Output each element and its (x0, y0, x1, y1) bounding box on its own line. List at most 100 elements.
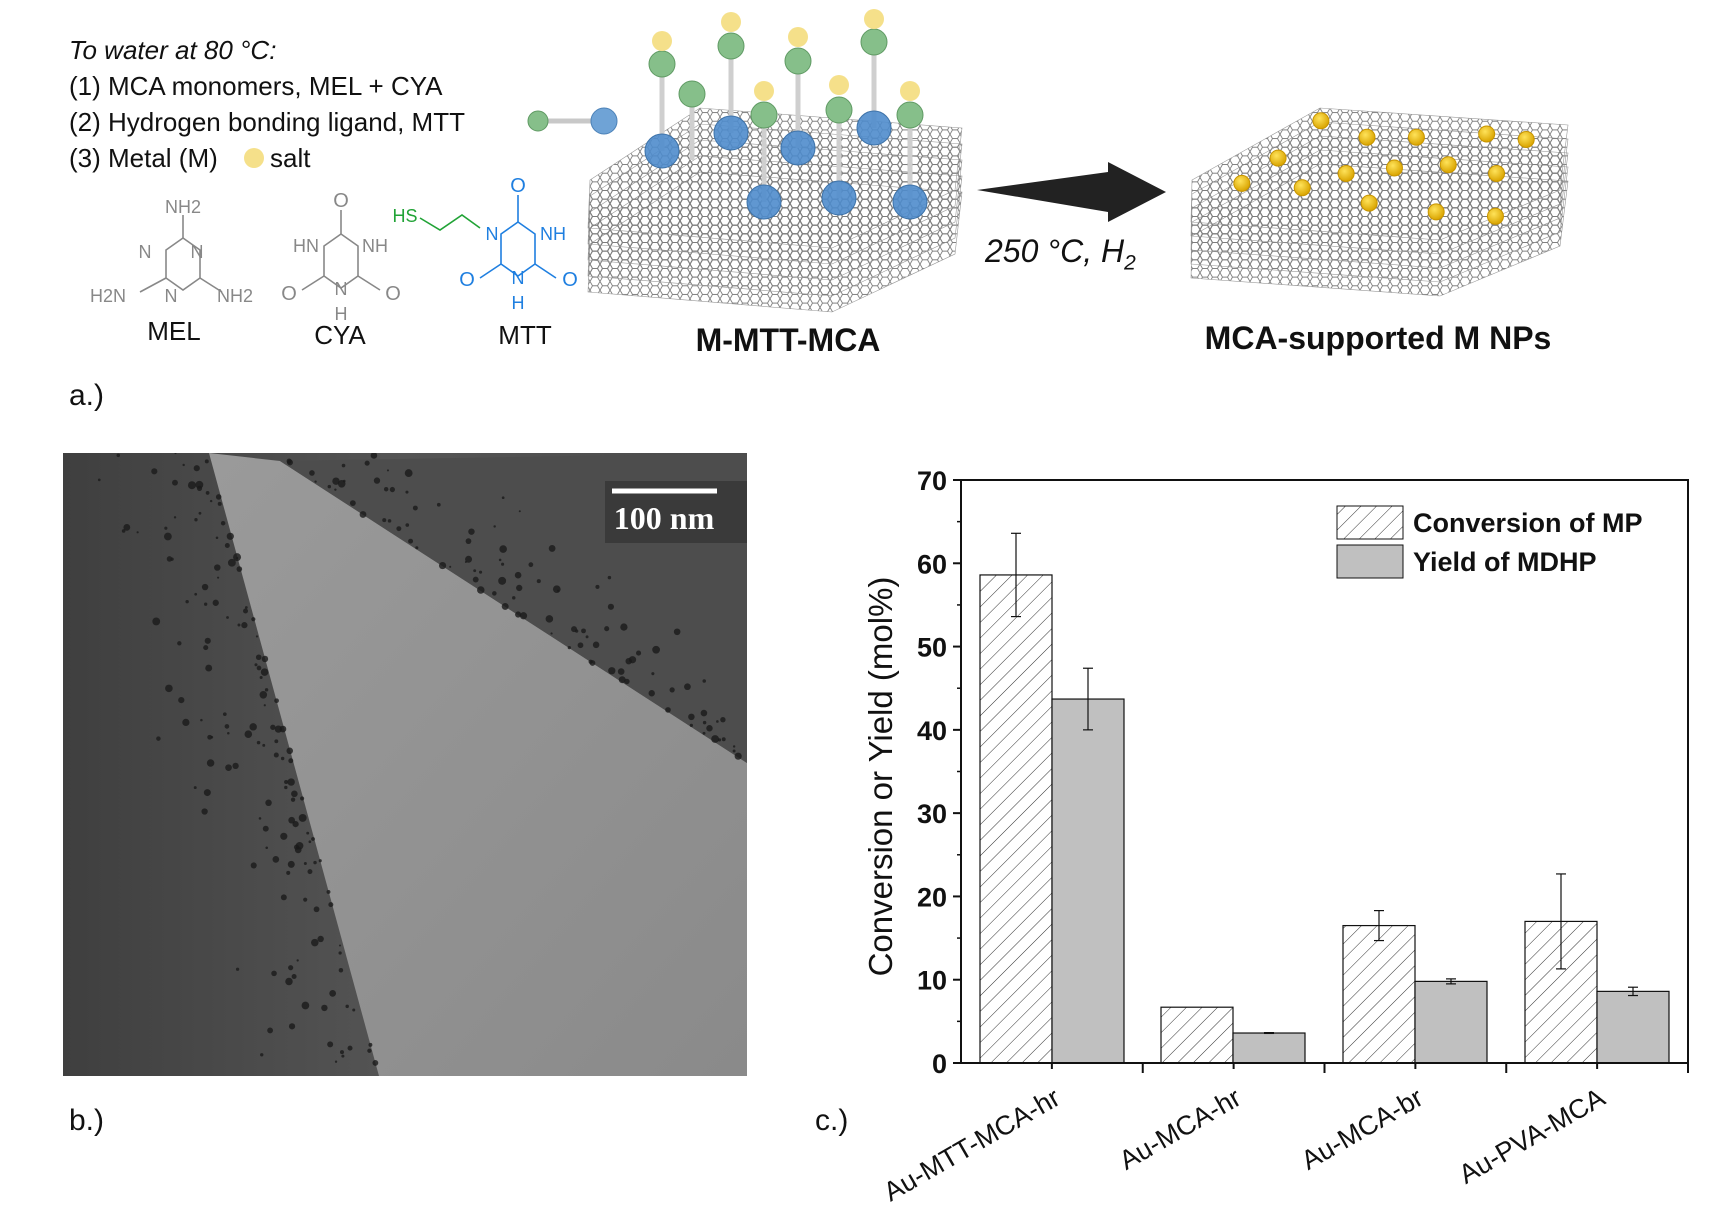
nanoparticle-dot (164, 532, 172, 541)
nanoparticle-dot (347, 1045, 353, 1051)
nanoparticle-dot (260, 668, 269, 676)
nanoparticle-dot (237, 623, 241, 627)
nanoparticle-dot (156, 736, 161, 741)
nanoparticle-dot (164, 526, 168, 530)
triazinetrione-head-icon (821, 180, 857, 216)
scale-bar-label: 100 nm (613, 500, 715, 536)
nanoparticle-dot (201, 583, 209, 591)
nanoparticle-icon (1439, 156, 1457, 174)
nanoparticle-dot (468, 528, 475, 535)
nanoparticle-dot (314, 480, 317, 483)
thiol-group-icon (717, 32, 745, 60)
bar-yield (1051, 698, 1125, 1064)
bar-yield (1596, 990, 1670, 1064)
nanoparticle-dot (121, 529, 126, 533)
nanoparticle-dot (571, 626, 578, 633)
triazinetrione-head-icon (644, 133, 680, 169)
nanoparticle-dot (519, 612, 528, 620)
nanoparticle-dot (352, 1008, 356, 1012)
nanoparticle-dot (588, 659, 593, 664)
bar-conversion (1160, 1006, 1234, 1064)
nanoparticle-dot (364, 460, 370, 466)
nanoparticle-dot (273, 752, 279, 758)
panel-c-label: c.) (815, 1104, 849, 1137)
nanoparticle-dot (235, 967, 240, 971)
nanoparticle-dot (449, 565, 452, 568)
nanoparticle-dot (386, 469, 390, 472)
nanoparticle-dot (255, 635, 259, 638)
nanoparticle-dot (286, 458, 292, 464)
nanoparticle-dot (217, 576, 220, 579)
nanoparticle-dot (501, 496, 505, 500)
nanoparticle-dot (720, 717, 726, 723)
nanoparticle-dot (702, 679, 706, 683)
nanoparticle-dot (280, 756, 285, 761)
atom-label: N (512, 268, 525, 288)
nanoparticle-icon (1360, 194, 1378, 212)
nanoparticle-dot (516, 584, 523, 592)
y-tick-label: 40 (917, 716, 947, 746)
nanoparticle-dot (241, 622, 248, 629)
bond-line (357, 275, 381, 291)
nanoparticle-dot (501, 562, 505, 566)
nanoparticle-dot (514, 571, 522, 579)
nanoparticle-dot (545, 615, 554, 623)
nanoparticle-dot (307, 869, 313, 875)
atom-label: NH (540, 224, 566, 244)
bar-yield (1414, 980, 1488, 1064)
nanoparticle-dot (263, 704, 266, 707)
molecule-name: MEL (147, 316, 200, 346)
nanoparticle-dot (233, 553, 242, 562)
nanoparticle-dot (284, 779, 289, 785)
ligand-green-icon (527, 110, 549, 132)
nanoparticle-dot (287, 778, 295, 786)
nanoparticle-dot (243, 608, 249, 614)
nanoparticle-dot (405, 490, 409, 494)
nanoparticle-dot (326, 889, 331, 894)
nanoparticle-dot (166, 556, 173, 562)
nanoparticle-dot (207, 734, 213, 740)
nanoparticle-dot (232, 762, 239, 770)
nanoparticle-icon (1478, 125, 1496, 143)
nanoparticle-dot (536, 579, 541, 584)
nanoparticle-dot (288, 816, 296, 824)
reaction-arrow-icon (977, 162, 1166, 222)
intro-text: To water at 80 °C: (69, 35, 277, 65)
nanoparticle-dot (472, 576, 479, 583)
triazinetrione-head-icon (713, 115, 749, 151)
nanoparticle-dot (334, 488, 337, 491)
nanoparticle-dot (349, 500, 356, 507)
nanoparticle-dot (373, 477, 381, 484)
nanoparticle-dot (585, 635, 589, 639)
nanoparticle-dot (721, 737, 726, 742)
nanoparticle-dot (648, 690, 655, 697)
metal-ion-icon (829, 75, 849, 95)
nanoparticle-dot (327, 484, 332, 489)
nanoparticle-dot (732, 745, 736, 748)
nanoparticle-dot (210, 735, 214, 739)
nanoparticle-dot (389, 486, 396, 493)
nanoparticle-dot (217, 501, 222, 506)
nanoparticle-dot (368, 1042, 373, 1047)
nanoparticle-dot (249, 723, 257, 731)
nanoparticle-dot (404, 469, 413, 477)
step-3-salt: salt (270, 143, 311, 173)
nanoparticle-dot (259, 691, 268, 699)
nanoparticle-dot (265, 846, 268, 850)
nanoparticle-dot (222, 712, 227, 717)
bond-line (479, 263, 502, 279)
nanoparticle-dot (493, 525, 496, 528)
graphene-layer (1190, 107, 1569, 241)
nanoparticle-dot (203, 645, 209, 651)
atom-label: H (512, 293, 525, 313)
nanoparticle-dot (732, 749, 736, 753)
nanoparticle-icon (1486, 207, 1504, 225)
nanoparticle-dot (274, 698, 279, 704)
nanoparticle-dot (329, 990, 337, 997)
nanoparticle-dot (689, 723, 693, 727)
step-3: (3) Metal (M) (69, 143, 218, 173)
reaction-condition: 250 °C, H2 (985, 233, 1136, 275)
thiol-group-icon (896, 101, 924, 129)
y-tick-label: 30 (917, 799, 947, 829)
nanoparticle-dot (204, 637, 211, 644)
